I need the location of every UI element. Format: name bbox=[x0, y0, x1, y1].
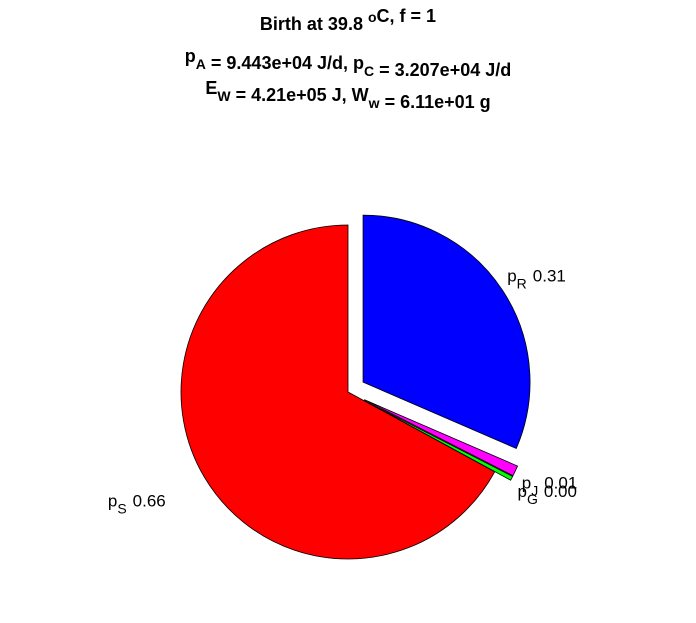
title-text: = 4.21e+05 J, W bbox=[231, 85, 369, 105]
slice-name: p bbox=[507, 267, 516, 286]
slice-value: 0.00 bbox=[544, 482, 577, 501]
slice-name: p bbox=[518, 482, 527, 501]
title-text: E bbox=[205, 78, 217, 98]
pie-slice bbox=[363, 400, 514, 481]
title-text: = 3.207e+04 J/d bbox=[374, 60, 511, 80]
title-sub: A bbox=[196, 56, 206, 72]
slice-sub: R bbox=[517, 276, 527, 292]
slice-sub: S bbox=[117, 500, 126, 516]
chart-title: pA = 9.443e+04 J/d, pC = 3.207e+04 J/d bbox=[185, 46, 511, 80]
slice-name: p bbox=[522, 473, 531, 492]
slice-label: pG 0.00 bbox=[518, 482, 577, 507]
pie-slice bbox=[362, 214, 531, 450]
slice-value: 0.66 bbox=[133, 491, 166, 510]
slice-sub: G bbox=[527, 491, 538, 507]
slice-label: pR 0.31 bbox=[507, 267, 566, 292]
slice-label: pJ 0.01 bbox=[522, 473, 578, 498]
slice-value: 0.01 bbox=[544, 473, 577, 492]
title-text: = 6.11e+01 g bbox=[380, 92, 491, 112]
title-sup: o bbox=[368, 9, 377, 25]
slice-label: pS 0.66 bbox=[108, 491, 166, 516]
title-text: Birth at 39.8 bbox=[260, 14, 368, 34]
title-sub: W bbox=[217, 88, 231, 104]
title-sub: w bbox=[368, 95, 380, 111]
slice-value: 0.31 bbox=[533, 267, 566, 286]
slice-sub: J bbox=[531, 482, 538, 498]
title-text: p bbox=[185, 46, 196, 66]
chart-title: EW = 4.21e+05 J, Ww = 6.11e+01 g bbox=[205, 78, 490, 112]
pie-slice bbox=[180, 224, 496, 560]
chart-title: Birth at 39.8 oC, f = 1 bbox=[260, 6, 436, 34]
title-sub: C bbox=[364, 63, 374, 79]
title-text: C, f = 1 bbox=[377, 6, 437, 26]
title-text: = 9.443e+04 J/d, p bbox=[206, 53, 364, 73]
slice-name: p bbox=[108, 491, 117, 510]
pie-slice bbox=[364, 399, 519, 477]
